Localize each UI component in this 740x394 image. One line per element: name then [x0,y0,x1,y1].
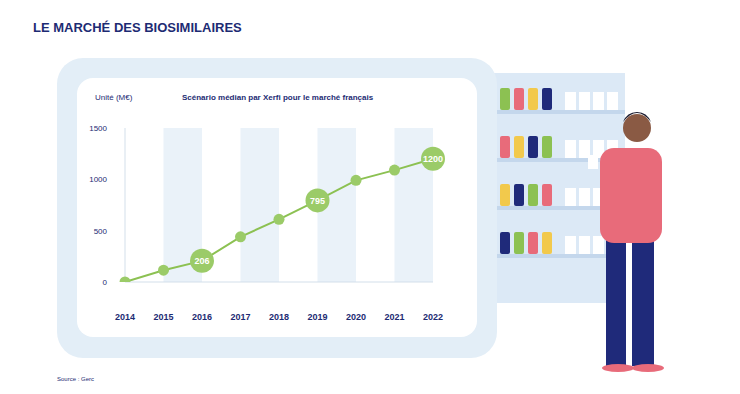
svg-text:2018: 2018 [269,312,289,322]
svg-text:500: 500 [94,227,108,236]
html-text:Scénario médian par Xerfi pour: Scénario médian par Xerfi pour le marché… [182,93,374,102]
svg-text:2017: 2017 [230,312,250,322]
svg-text:2016: 2016 [192,312,212,322]
svg-text:206: 206 [194,256,209,266]
svg-text:2019: 2019 [307,312,327,322]
svg-text:0: 0 [103,278,108,287]
svg-text:2022: 2022 [423,312,443,322]
svg-text:2020: 2020 [346,312,366,322]
svg-text:1500: 1500 [89,124,107,133]
svg-text:1000: 1000 [89,175,107,184]
html-text:LE MARCHÉ DES BIOSIMILAIRES: LE MARCHÉ DES BIOSIMILAIRES [33,20,242,35]
svg-text:1200: 1200 [423,154,443,164]
svg-text:795: 795 [310,196,325,206]
html-text:Source : Gerc: Source : Gerc [57,376,94,382]
svg-text:2014: 2014 [115,312,135,322]
svg-text:2021: 2021 [384,312,404,322]
html-text:Unité (M€): Unité (M€) [95,93,133,102]
svg-text:2015: 2015 [153,312,173,322]
